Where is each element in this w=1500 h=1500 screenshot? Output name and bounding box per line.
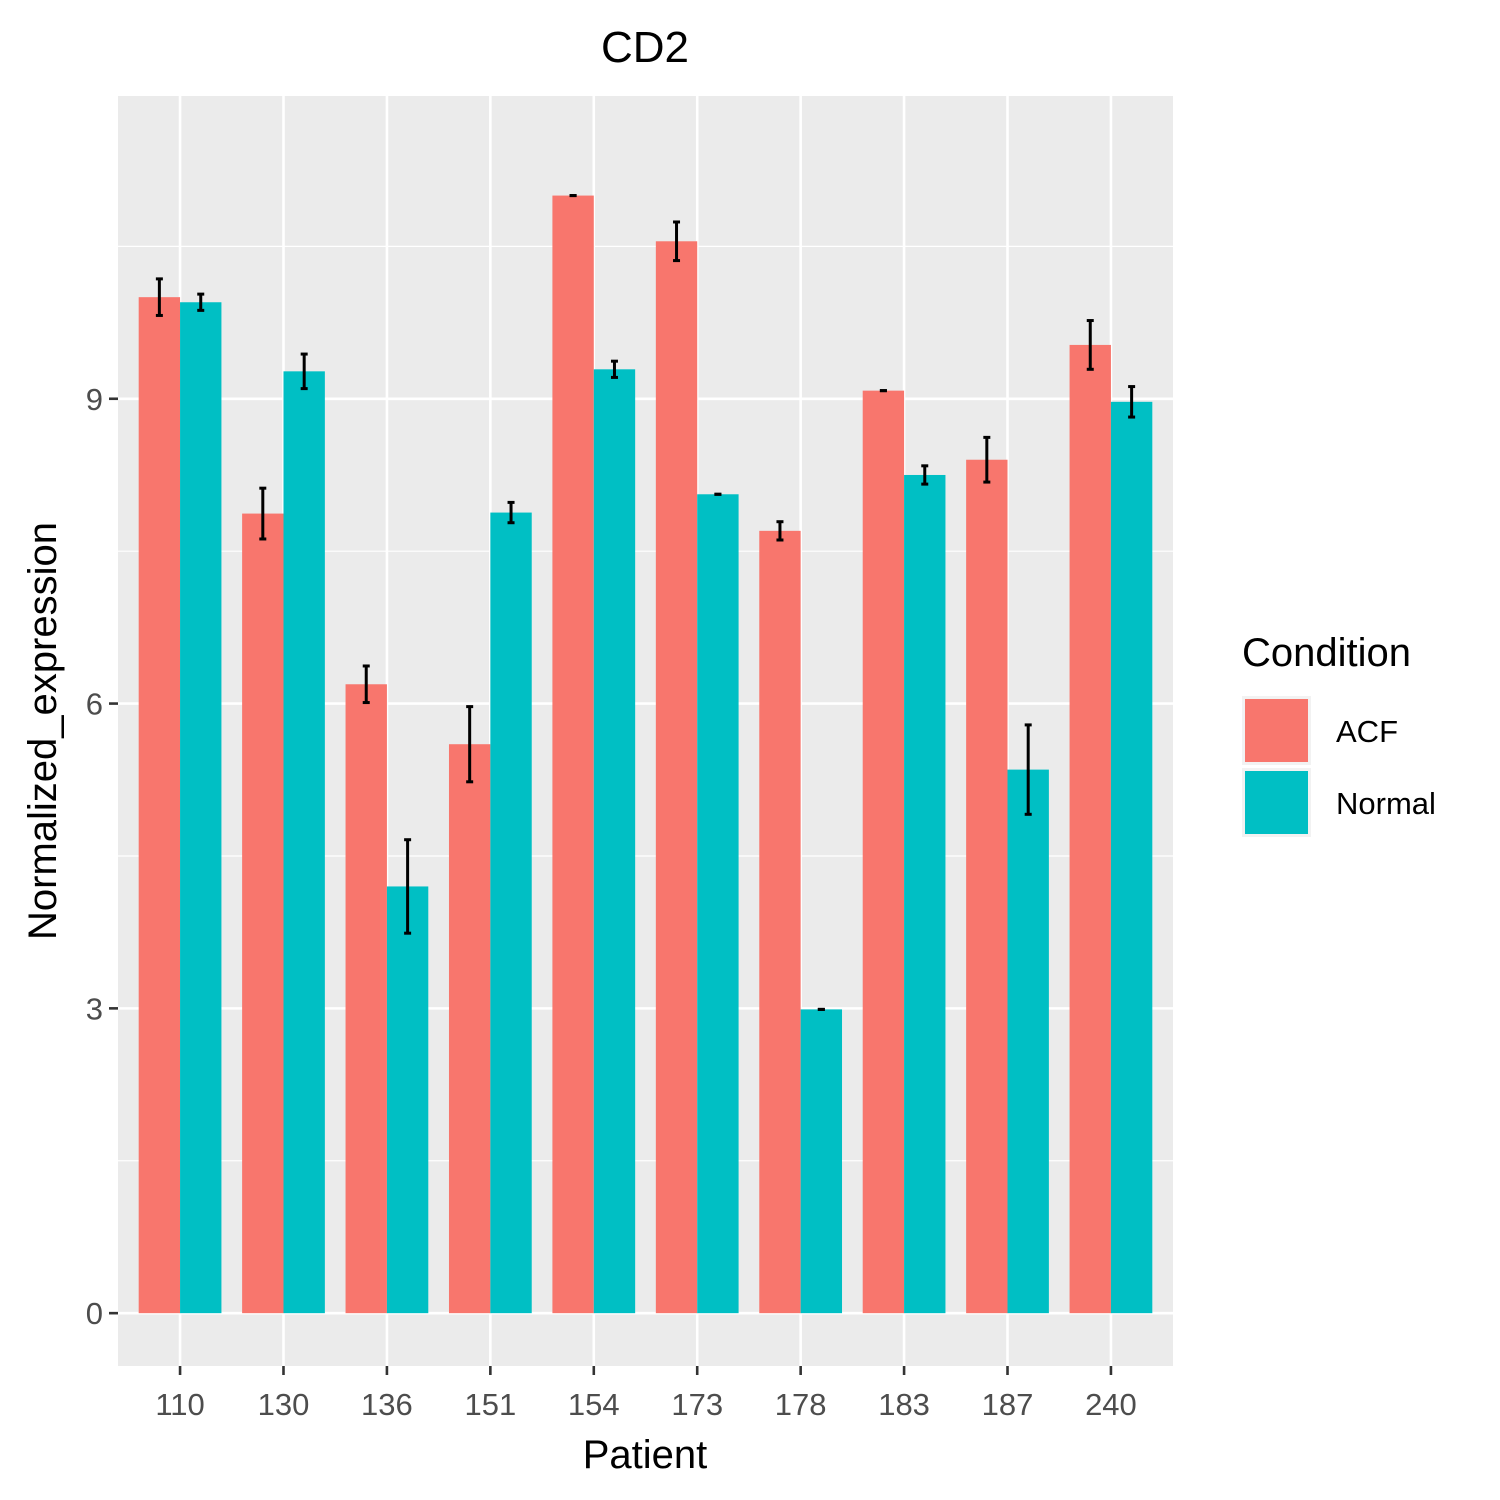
bar-normal-178 bbox=[800, 1009, 843, 1314]
bar-normal-173 bbox=[697, 494, 739, 1314]
error-bar-acf-130 bbox=[259, 486, 267, 541]
bar-acf-183 bbox=[862, 390, 905, 1314]
x-axis: 110 130 136 151 154 173 178 183 187 240 bbox=[155, 1366, 1137, 1422]
error-bar-normal-240 bbox=[1128, 385, 1136, 419]
error-bar-acf-187 bbox=[983, 435, 991, 484]
bar-acf-240 bbox=[1069, 344, 1111, 1314]
bar-normal-130 bbox=[283, 371, 325, 1314]
y-tick-label: 0 bbox=[86, 1296, 103, 1331]
error-bar-acf-151 bbox=[466, 705, 474, 784]
y-axis-title: Normalized_expression bbox=[21, 522, 65, 940]
bar-normal-240 bbox=[1110, 401, 1153, 1314]
error-bar-normal-154 bbox=[610, 359, 618, 379]
bar-acf-151 bbox=[448, 744, 491, 1314]
x-tick-label: 136 bbox=[361, 1387, 413, 1422]
y-tick-label: 6 bbox=[86, 687, 103, 722]
error-bar-normal-130 bbox=[300, 352, 308, 391]
bar-acf-110 bbox=[138, 297, 181, 1314]
x-tick-label: 178 bbox=[775, 1387, 827, 1422]
error-bar-acf-173 bbox=[673, 220, 681, 263]
bar-normal-136 bbox=[386, 886, 429, 1314]
bar-normal-110 bbox=[180, 302, 222, 1314]
error-bar-normal-187 bbox=[1024, 723, 1032, 816]
legend: Condition ACF Normal bbox=[1242, 631, 1436, 837]
bar-acf-173 bbox=[655, 241, 698, 1314]
legend-label-acf: ACF bbox=[1336, 714, 1398, 749]
x-tick-label: 240 bbox=[1085, 1387, 1137, 1422]
bar-normal-183 bbox=[904, 474, 946, 1314]
error-bar-normal-183 bbox=[921, 464, 929, 486]
x-tick-label: 187 bbox=[982, 1387, 1034, 1422]
bar-normal-151 bbox=[490, 512, 532, 1314]
bars bbox=[138, 195, 1153, 1314]
x-tick-label: 183 bbox=[878, 1387, 930, 1422]
bar-normal-187 bbox=[1007, 769, 1049, 1314]
legend-title: Condition bbox=[1242, 631, 1411, 675]
bar-normal-154 bbox=[593, 369, 636, 1314]
bar-acf-130 bbox=[242, 513, 284, 1314]
legend-key-normal bbox=[1245, 771, 1308, 834]
x-tick-label: 110 bbox=[155, 1387, 204, 1422]
x-tick-label: 154 bbox=[568, 1387, 620, 1422]
x-tick-label: 130 bbox=[258, 1387, 310, 1422]
error-bar-acf-136 bbox=[362, 664, 370, 705]
error-bar-normal-136 bbox=[404, 838, 412, 935]
error-bar-acf-240 bbox=[1086, 319, 1094, 371]
legend-key-acf bbox=[1245, 699, 1308, 762]
x-tick-label: 151 bbox=[464, 1387, 516, 1422]
y-tick-label: 3 bbox=[86, 991, 103, 1026]
legend-label-normal: Normal bbox=[1336, 786, 1436, 821]
error-bars bbox=[155, 194, 1136, 1011]
error-bar-normal-110 bbox=[197, 292, 205, 312]
y-axis: 0 3 6 9 bbox=[86, 382, 118, 1331]
x-tick-label: 173 bbox=[671, 1387, 723, 1422]
bar-acf-178 bbox=[759, 530, 801, 1314]
y-tick-label: 9 bbox=[86, 382, 103, 417]
chart-title: CD2 bbox=[601, 23, 689, 72]
bar-acf-154 bbox=[552, 195, 594, 1314]
bar-acf-187 bbox=[966, 459, 1008, 1314]
error-bar-acf-178 bbox=[776, 520, 784, 542]
error-bar-normal-151 bbox=[507, 500, 515, 525]
x-axis-title: Patient bbox=[583, 1433, 708, 1477]
bar-acf-136 bbox=[345, 684, 387, 1314]
error-bar-acf-110 bbox=[155, 277, 163, 317]
